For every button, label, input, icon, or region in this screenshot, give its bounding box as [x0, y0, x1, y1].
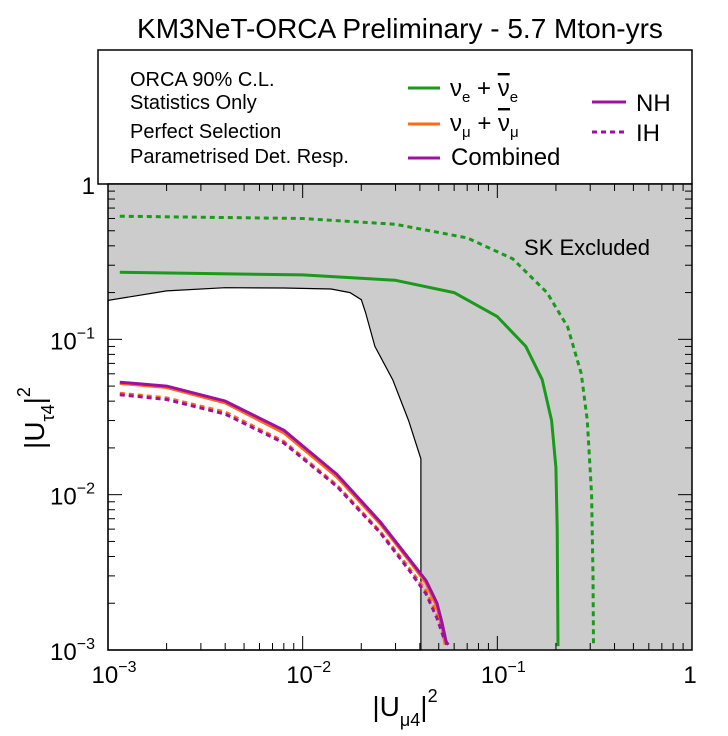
x-tick-label: 10−3 — [92, 659, 137, 689]
x-tick-label: 10−1 — [481, 659, 526, 689]
info-line-stat: Statistics Only — [130, 92, 257, 114]
legend-nh-label: NH — [636, 90, 671, 117]
chart-title: KM3NeT-ORCA Preliminary - 5.7 Mton-yrs — [137, 13, 663, 44]
x-tick-label: 10−2 — [286, 659, 331, 689]
plot-area: SK Excluded — [107, 183, 693, 651]
x-axis-label: |Uμ4|2 — [372, 686, 437, 730]
y-tick-label: 10−2 — [50, 481, 95, 511]
tick-labels: 10−3 10−2 10−1 1 10−3 10−2 10−1 1 — [50, 173, 697, 689]
series-layer — [119, 214, 595, 647]
info-line-selection: Perfect Selection — [130, 121, 281, 143]
info-line-cl: ORCA 90% C.L. — [130, 69, 275, 91]
y-axis-label: |Uτ4|2 — [14, 387, 58, 449]
curve-e-e-nh — [119, 270, 560, 647]
legend-ih-label: IH — [636, 120, 660, 147]
y-tick-label: 1 — [82, 173, 95, 200]
ticks — [107, 183, 693, 651]
legend-numu-label: νμ + νμ — [450, 110, 519, 141]
curve-combined-ih — [119, 393, 450, 646]
sk-excluded-label: SK Excluded — [524, 235, 650, 260]
legend-nue-label: νe + νe — [450, 75, 518, 106]
info-line-resp: Parametrised Det. Resp. — [130, 146, 349, 168]
curve-e-e-ih — [119, 214, 595, 647]
legend-combined-label: Combined — [451, 144, 560, 171]
x-tick-label: 1 — [683, 662, 696, 689]
plot-frame — [107, 183, 693, 651]
curve-combined-nh — [119, 380, 449, 646]
y-tick-label: 10−3 — [50, 636, 95, 666]
sk-allowed-region — [107, 287, 422, 651]
y-tick-label: 10−1 — [50, 325, 95, 355]
legend-box — [97, 49, 693, 185]
